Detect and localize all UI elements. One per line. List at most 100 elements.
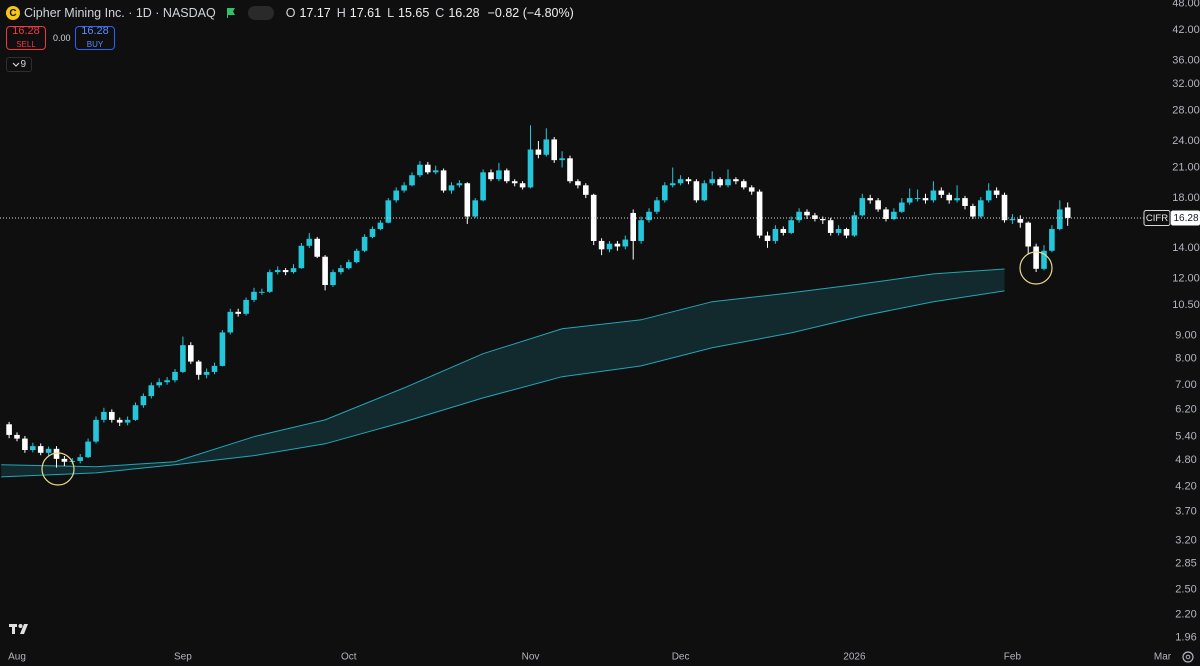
candle-body <box>654 200 660 212</box>
y-tick-label: 48.00 <box>1172 0 1200 10</box>
candle-body <box>590 194 597 241</box>
x-tick-label: Dec <box>672 652 690 663</box>
candle-body <box>30 446 36 451</box>
y-tick-label: 1.96 <box>1175 632 1196 644</box>
indicator-count[interactable]: 9 <box>20 59 26 70</box>
candle-body <box>393 190 399 201</box>
indicators-toggle[interactable]: 9 <box>6 57 32 72</box>
candle-body <box>662 185 668 201</box>
candle-body <box>480 172 486 201</box>
ohlc-value: 17.17 <box>299 6 331 20</box>
x-tick-label: Aug <box>8 652 26 663</box>
candle-body <box>717 179 723 186</box>
buy-price[interactable]: 16.28 <box>81 25 109 37</box>
market-status[interactable] <box>247 6 274 20</box>
symbol-box <box>1143 210 1171 227</box>
candle-body <box>77 457 83 461</box>
candle-body <box>148 385 155 397</box>
candle-body <box>733 179 739 182</box>
candle-body <box>693 181 700 201</box>
candle-body <box>962 198 968 206</box>
buy-button[interactable]: 16.28 BUY <box>75 26 115 50</box>
candle-body <box>164 380 170 383</box>
candle-body <box>109 411 115 420</box>
candle-body <box>385 200 392 223</box>
y-tick-label: 5.40 <box>1175 431 1196 443</box>
candle-body <box>748 187 755 192</box>
symbol-label: CIFR <box>1146 213 1168 224</box>
ohlc-letter: H <box>336 6 346 20</box>
candle-layer <box>6 125 1071 468</box>
gear[interactable] <box>1182 651 1194 663</box>
y-tick-label: 28.00 <box>1172 104 1200 116</box>
chevron-path[interactable] <box>12 62 20 67</box>
ohlc-value: 16.28 <box>448 6 480 20</box>
candle-body <box>172 371 178 381</box>
flag[interactable] <box>226 8 235 18</box>
candle-body <box>930 190 937 201</box>
y-tick-label: 6.20 <box>1175 403 1196 415</box>
candle-body <box>519 183 526 188</box>
buy-label[interactable]: BUY <box>86 40 104 49</box>
candle-body <box>543 139 550 155</box>
sell-button[interactable]: 16.28 SELL <box>6 26 46 50</box>
y-tick-label: 2.20 <box>1175 609 1196 621</box>
settings-icon[interactable] <box>1182 651 1194 663</box>
highlight-circle <box>41 452 75 486</box>
candle-body <box>298 245 305 269</box>
candle-body <box>622 239 629 247</box>
candle-body <box>859 198 866 216</box>
candle-body <box>14 434 20 439</box>
x-tick-label: 2026 <box>843 652 866 663</box>
candle-body <box>646 211 652 221</box>
candle-body <box>1033 246 1039 269</box>
candle-body <box>156 382 162 386</box>
candle-body <box>401 185 407 191</box>
candle-body <box>338 268 344 273</box>
candle-body <box>488 172 494 180</box>
candle-body <box>243 299 249 314</box>
candle-body <box>203 371 210 375</box>
candle-body <box>843 229 850 236</box>
chevron[interactable] <box>12 62 20 68</box>
candle-body <box>101 411 107 420</box>
candle-body <box>535 149 542 155</box>
candle-body <box>567 158 573 182</box>
candle-body <box>93 419 99 442</box>
candle-body <box>464 183 471 217</box>
logo-part <box>12 624 15 634</box>
sell-price[interactable]: 16.28 <box>12 25 40 37</box>
candle-body <box>85 441 91 458</box>
candle-body <box>614 243 621 247</box>
y-tick-label: 10.50 <box>1172 299 1200 311</box>
candle-body <box>322 256 328 286</box>
candle-body <box>883 209 889 219</box>
candle-body <box>448 185 455 191</box>
candle-body <box>772 229 779 241</box>
candle-body <box>22 438 28 451</box>
candle-body <box>835 229 842 233</box>
y-tick-label: 3.20 <box>1175 534 1196 546</box>
candle-body <box>851 215 858 236</box>
candle-body <box>583 185 589 195</box>
spread: 0.00 <box>53 33 71 43</box>
candle-body <box>606 243 613 250</box>
y-tick-label: 4.80 <box>1175 454 1196 466</box>
candle-body <box>993 190 1000 195</box>
band-upper <box>1 268 1005 468</box>
symbol-name[interactable]: Cipher Mining Inc. · 1D · NASDAQ <box>24 6 216 20</box>
candle-body <box>37 446 44 453</box>
y-tick-label: 42.00 <box>1172 24 1200 36</box>
ohlc-letter: C <box>435 6 445 20</box>
flag-icon[interactable] <box>226 7 236 19</box>
band-fill <box>1 269 1005 477</box>
candle-body <box>195 361 202 375</box>
candle-body <box>630 212 636 241</box>
candle-body <box>677 179 684 184</box>
candle-body <box>140 396 147 406</box>
gear-center[interactable] <box>1185 654 1191 660</box>
x-tick-label: Oct <box>341 652 357 663</box>
tv-logo <box>9 624 28 634</box>
sell-label[interactable]: SELL <box>16 40 36 49</box>
candle-body <box>1001 194 1008 221</box>
